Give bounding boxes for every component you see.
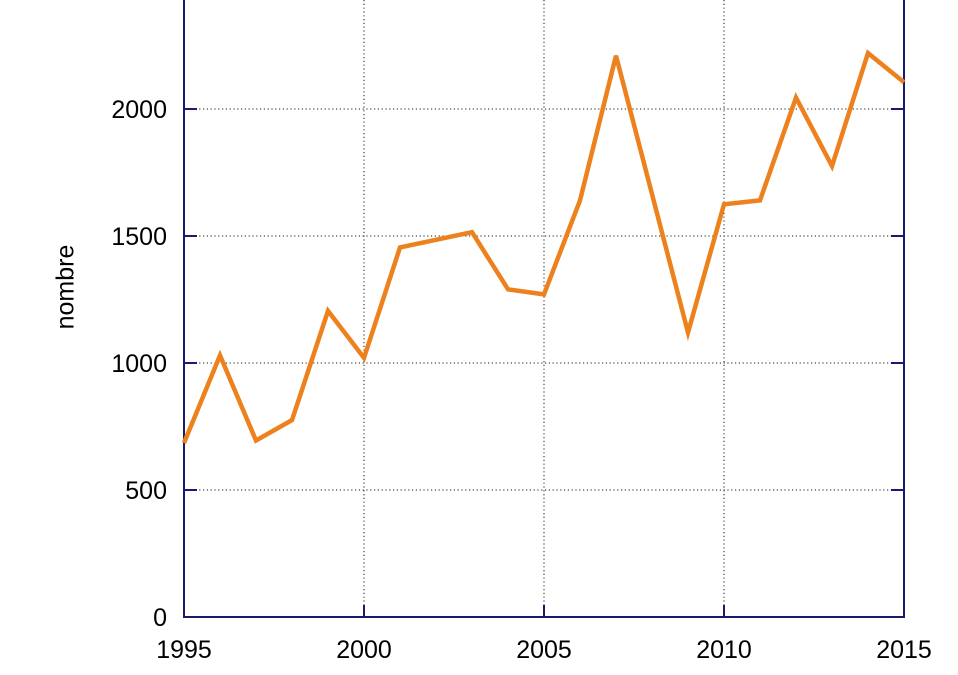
x-tick-label: 2010 [696,636,752,664]
data-series-line [181,49,906,444]
x-tick-label: 2015 [876,636,932,664]
y-tick-label: 1500 [111,223,167,251]
x-tick-label: 2000 [336,636,392,664]
y-tick-label: 1000 [111,350,167,378]
x-tick-label: 1995 [156,636,212,664]
y-axis-title: nombre [51,244,80,330]
y-tick-label: 2000 [111,96,167,124]
y-tick-label: 0 [153,604,167,632]
y-tick-label: 500 [125,477,167,505]
x-tick-label: 2005 [516,636,572,664]
